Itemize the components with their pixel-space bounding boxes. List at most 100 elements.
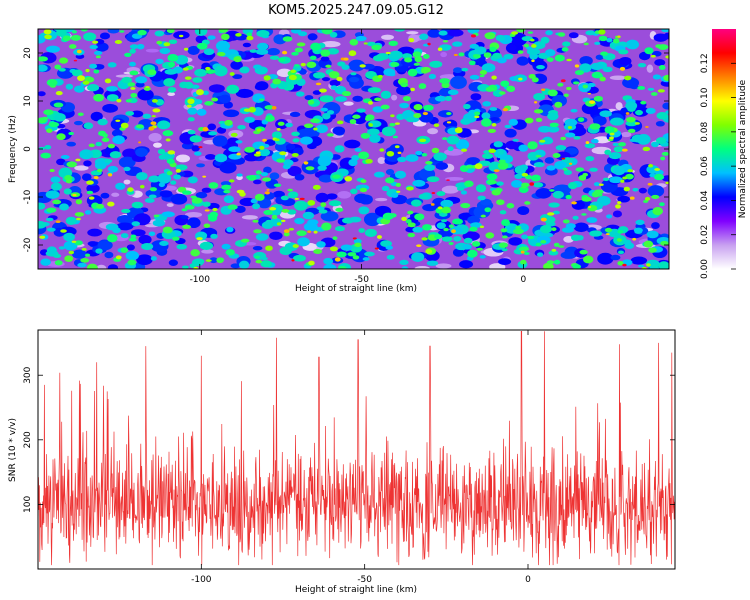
- spectrogram-cell: [588, 206, 592, 208]
- spectrogram-cell: [212, 207, 218, 212]
- spectrogram-cell: [348, 50, 357, 57]
- spectrogram-cell: [619, 56, 632, 66]
- spectrogram-cell: [292, 244, 299, 248]
- spectrogram-cell: [456, 186, 465, 191]
- spectrogram-cell: [426, 260, 439, 266]
- spectrogram-cell: [397, 151, 402, 155]
- spectrogram-cell: [310, 118, 320, 124]
- spectrogram-cell: [260, 260, 272, 268]
- spectrogram-cell: [81, 173, 92, 181]
- spectrogram-cell: [199, 241, 214, 250]
- spectrogram-cell: [655, 121, 665, 127]
- spectrogram-cell: [491, 123, 497, 127]
- spectrogram-cell: [414, 213, 425, 221]
- spectrogram-cell: [634, 122, 640, 125]
- spectrogram-cell: [395, 182, 401, 188]
- spectrogram-cell: [149, 187, 157, 192]
- spectrogram-cell: [579, 55, 593, 66]
- spectrogram-cell: [148, 132, 162, 142]
- spectrogram-cell: [176, 244, 188, 250]
- spectrogram-cell: [90, 111, 103, 122]
- spectrogram-cell: [536, 65, 545, 70]
- spectrogram-cell: [182, 190, 192, 195]
- spectrogram-cell: [648, 163, 654, 168]
- spectrogram-cell: [291, 51, 299, 56]
- spectrogram-cell: [221, 184, 232, 190]
- spectrogram-cell: [604, 126, 615, 134]
- spectrogram-cell: [360, 132, 371, 139]
- spectrogram-cell: [136, 254, 153, 266]
- spectrogram-cell: [85, 68, 90, 73]
- spectrogram-cell: [228, 146, 241, 153]
- spectrogram-cell: [116, 98, 122, 103]
- spectrogram-cell: [295, 91, 305, 97]
- spectrogram-cell: [539, 139, 546, 143]
- spectrogram-cell: [163, 42, 171, 47]
- spectrogram-cell: [469, 226, 478, 232]
- spectrogram-cell: [646, 64, 654, 73]
- spectrogram-cell: [264, 105, 274, 110]
- spectrogram-cell: [653, 33, 668, 42]
- spectrogram-cell: [452, 41, 463, 47]
- spectrogram-cell: [253, 153, 262, 157]
- spectrogram-cell: [389, 123, 396, 127]
- spectrogram-cell: [514, 165, 527, 175]
- spectrogram-cell: [594, 189, 604, 195]
- spectrogram-cell: [56, 133, 66, 141]
- spectrogram-cell: [533, 162, 545, 168]
- spectrogram-cell: [329, 79, 341, 87]
- spectrogram-cell: [447, 89, 459, 96]
- spectrogram-cell: [502, 235, 508, 239]
- snr-x-label: Height of straight line (km): [295, 585, 417, 595]
- spectrogram-cell: [397, 156, 407, 163]
- spectrogram-cell: [489, 46, 497, 53]
- spectrogram-cell: [277, 121, 285, 126]
- spectrogram-cell: [83, 122, 94, 130]
- spectrogram-cell: [252, 203, 260, 210]
- spectrogram-cell: [508, 237, 523, 246]
- spectrogram-cell: [490, 116, 500, 122]
- spectrogram-cell: [71, 240, 77, 243]
- spectrogram-cell: [53, 102, 64, 108]
- spectrogram-cell: [540, 36, 550, 44]
- spectrogram-cell: [458, 52, 465, 57]
- spectrogram-cell: [302, 211, 315, 220]
- spectrogram-cell: [426, 176, 440, 183]
- spectrogram-cell: [276, 128, 281, 131]
- spectrogram-cell: [164, 68, 178, 75]
- spectrogram-cell: [296, 128, 314, 139]
- spectrogram-cell: [125, 111, 135, 116]
- spectrogram-cell: [399, 259, 409, 265]
- spectrogram-cell: [129, 44, 139, 49]
- spectrogram-cell: [202, 127, 209, 132]
- spectrogram-cell: [365, 158, 373, 164]
- spectrogram-cell: [323, 257, 334, 265]
- spectrogram-cell: [112, 135, 125, 145]
- spectrogram-cell: [545, 49, 556, 57]
- spectrogram-cell: [465, 164, 474, 169]
- colorbar: 0.00 0.02 0.04 0.06 0.08 0.10 0.12 Normalized …: [700, 29, 748, 279]
- spectrogram-cell: [619, 66, 626, 71]
- spectrogram-cell: [279, 246, 292, 256]
- spectrogram-cell: [159, 190, 173, 198]
- spectrogram-y-tick-label: 0: [23, 146, 33, 152]
- spectrogram-cell: [433, 152, 447, 161]
- spectrogram-cell: [242, 42, 252, 48]
- spectrogram-cell: [372, 106, 384, 113]
- spectrogram-cell: [618, 142, 627, 147]
- spectrogram-cell: [214, 65, 228, 77]
- spectrogram-cell: [383, 68, 396, 76]
- spectrogram-cell: [520, 250, 525, 254]
- spectrogram-cell: [554, 54, 565, 62]
- spectrogram-cell: [445, 176, 464, 181]
- spectrogram-cell: [540, 217, 547, 222]
- spectrogram-cell: [321, 41, 341, 48]
- spectrogram-cell: [363, 42, 368, 45]
- spectrogram-cell: [130, 87, 136, 90]
- spectrogram-cell: [379, 148, 385, 152]
- spectrogram-cell: [518, 144, 529, 152]
- spectrogram-cell: [191, 197, 203, 204]
- spectrogram-cell: [53, 112, 66, 122]
- spectrogram-cell: [50, 176, 61, 183]
- spectrogram-cell: [524, 117, 534, 124]
